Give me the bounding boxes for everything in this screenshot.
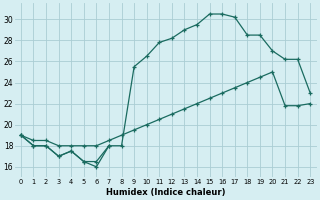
X-axis label: Humidex (Indice chaleur): Humidex (Indice chaleur) <box>106 188 225 197</box>
